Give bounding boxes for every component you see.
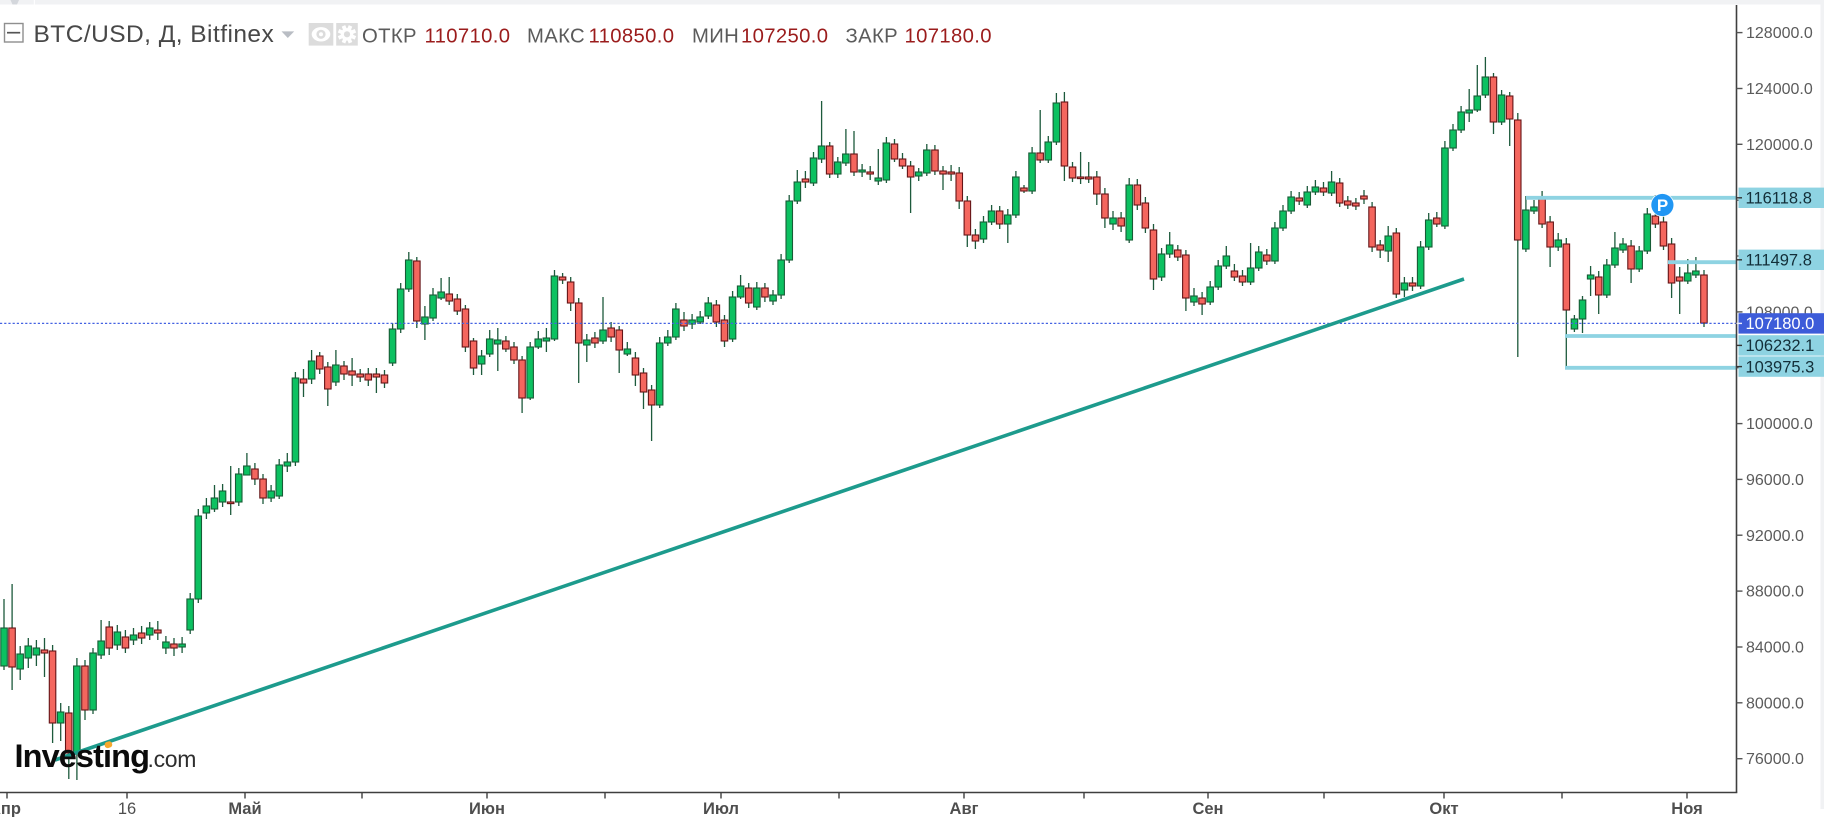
svg-text:Авг: Авг: [950, 800, 979, 817]
svg-text:BTC/USD, Д, Bitfinex: BTC/USD, Д, Bitfinex: [34, 21, 275, 48]
svg-text:Май: Май: [228, 800, 261, 817]
svg-text:96000.0: 96000.0: [1746, 472, 1804, 489]
svg-text:Июн: Июн: [469, 800, 505, 817]
svg-text:103975.3: 103975.3: [1746, 358, 1815, 376]
svg-text:88000.0: 88000.0: [1746, 584, 1804, 601]
svg-text:100000.0: 100000.0: [1746, 416, 1813, 433]
svg-text:110710.0: 110710.0: [425, 26, 511, 48]
svg-text:92000.0: 92000.0: [1746, 528, 1804, 545]
svg-text:124000.0: 124000.0: [1746, 81, 1813, 98]
svg-text:Июл: Июл: [703, 800, 739, 817]
svg-text:МАКС: МАКС: [527, 26, 585, 48]
svg-text:116118.8: 116118.8: [1746, 190, 1812, 208]
svg-text:111497.8: 111497.8: [1746, 252, 1812, 270]
svg-text:107180.0: 107180.0: [905, 26, 992, 48]
svg-text:107250.0: 107250.0: [741, 26, 828, 48]
svg-text:МИН: МИН: [692, 26, 739, 48]
svg-text:110850.0: 110850.0: [589, 26, 675, 48]
svg-text:120000.0: 120000.0: [1746, 137, 1813, 154]
svg-text:Окт: Окт: [1429, 800, 1458, 817]
svg-text:.com: .com: [148, 746, 197, 772]
svg-text:Ноя: Ноя: [1671, 800, 1702, 817]
svg-text:ОТКР: ОТКР: [362, 26, 417, 48]
svg-text:P: P: [1657, 196, 1668, 215]
svg-text:76000.0: 76000.0: [1746, 751, 1804, 768]
svg-text:107180.0: 107180.0: [1746, 315, 1815, 333]
svg-text:16: 16: [118, 800, 136, 817]
svg-text:84000.0: 84000.0: [1746, 640, 1804, 657]
svg-text:106232.1: 106232.1: [1746, 337, 1815, 355]
svg-text:ЗАКР: ЗАКР: [846, 26, 899, 48]
svg-text:80000.0: 80000.0: [1746, 695, 1804, 712]
svg-text:Апр: Апр: [0, 800, 21, 817]
svg-text:Investing: Investing: [15, 738, 150, 774]
svg-text:Сен: Сен: [1192, 800, 1223, 817]
svg-text:128000.0: 128000.0: [1746, 25, 1813, 42]
